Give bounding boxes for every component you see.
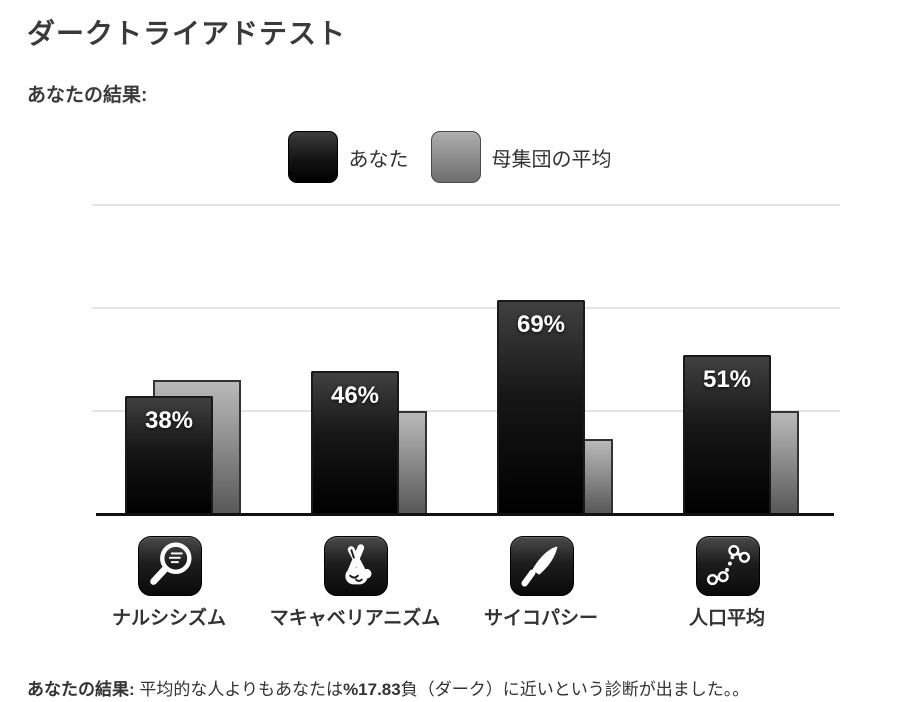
result-prefix: あなたの結果: [27, 680, 135, 699]
hand-mirror-icon [138, 536, 202, 596]
legend-item-population: 母集団の平均 [430, 131, 612, 183]
result-value: %17.83 [343, 680, 401, 699]
legend-label-population: 母集団の平均 [491, 148, 612, 171]
you-swatch-icon [287, 131, 338, 183]
bar-value-label: 46% [330, 382, 380, 409]
you-score-bar: 38% [125, 396, 213, 513]
result-summary: あなたの結果: 平均的な人よりもあなたは%17.83負（ダーク）に近いという診断… [27, 675, 749, 700]
scatter-plot-icon [696, 536, 760, 596]
knife-icon [510, 536, 574, 596]
you-score-bar: 46% [311, 371, 399, 513]
bar-value-label: 69% [516, 311, 566, 338]
category-label-narcissism: ナルシシズム [111, 608, 226, 629]
population-swatch-icon [430, 131, 481, 183]
legend-item-you: あなた [287, 131, 409, 183]
you-score-bar: 51% [683, 355, 771, 513]
gridline [92, 410, 840, 412]
category-label-psychopathy: サイコパシー [483, 608, 598, 629]
crossed-fingers-icon [324, 536, 388, 596]
result-text-2: 負（ダーク）に近いという診断が出ました。。 [400, 680, 750, 699]
gridline [92, 307, 840, 309]
results-heading: あなたの結果: [27, 85, 148, 106]
legend-label-you: あなた [348, 148, 409, 171]
chart-legend: あなた 母集団の平均 [0, 131, 899, 183]
category-label-population-mean: 人口平均 [688, 608, 765, 629]
page-title: ダークトライアドテスト [27, 18, 347, 49]
result-text-1: 平均的な人よりもあなたは [134, 680, 344, 699]
bar-value-label: 38% [144, 407, 194, 434]
you-score-bar: 69% [497, 300, 585, 513]
category-label-machiavellianism: マキャベリアニズム [269, 608, 441, 629]
gridline [92, 204, 840, 206]
bar-value-label: 51% [702, 366, 752, 393]
bar-chart-plot-area: 38% 46% 69% 51% [92, 204, 840, 516]
